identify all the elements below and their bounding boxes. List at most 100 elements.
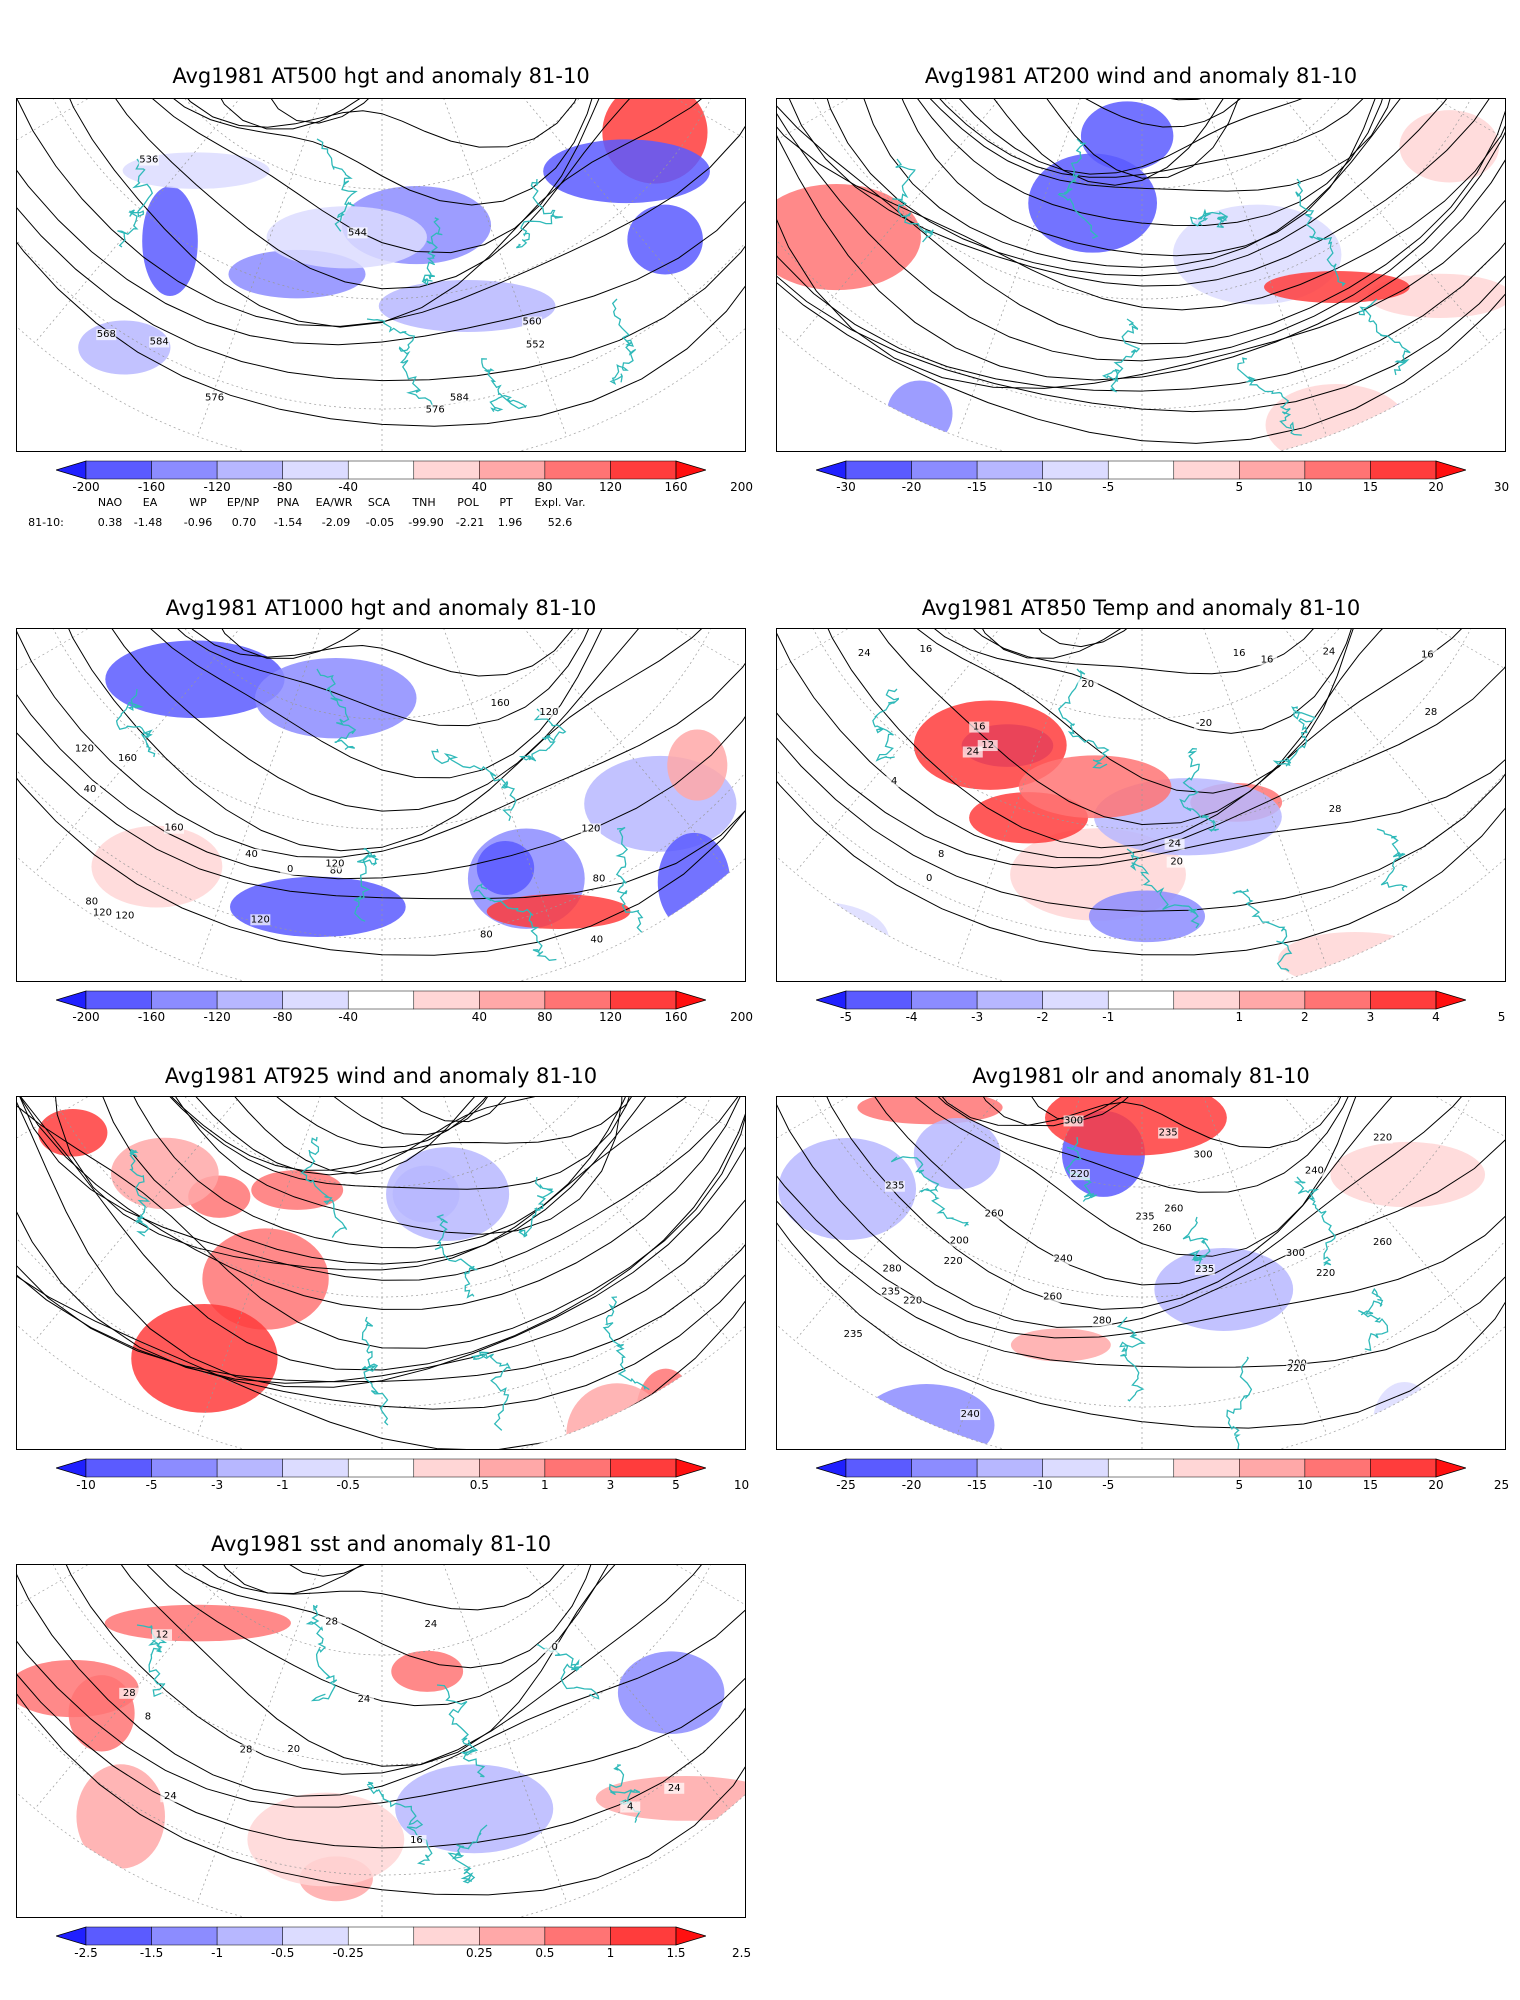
contour-label: 235 — [844, 1329, 863, 1340]
anomaly-area — [78, 320, 171, 375]
colorbar-tick-label: 20 — [1428, 480, 1444, 494]
colorbar-swatch — [347, 1926, 415, 1946]
anomaly-area — [886, 380, 953, 447]
colorbar-tick-label: 20 — [1428, 1478, 1444, 1492]
contour-label: 160 — [164, 823, 183, 834]
colorbar-tick-label: -20 — [901, 1478, 922, 1492]
longitude-line — [196, 99, 383, 437]
panel-title: Avg1981 olr and anomaly 81-10 — [972, 1064, 1310, 1088]
anomaly-shading — [91, 640, 737, 938]
anomaly-area — [395, 1764, 554, 1854]
colorbar-swatch — [976, 460, 1043, 480]
coastline — [1225, 1356, 1253, 1449]
anomaly-area — [230, 876, 406, 938]
anomaly-area — [91, 825, 223, 908]
contour-label: 24 — [966, 747, 979, 758]
map-graphic: -20 24 24 0 4 8 12 16 20 24 28 24 20 16 16 16 28 16 — [777, 629, 1505, 981]
colorbar-swatch — [1239, 1458, 1306, 1478]
contour-label: 28 — [1329, 804, 1342, 815]
coastlines — [129, 1136, 650, 1431]
coastline — [1126, 848, 1200, 929]
colorbar-swatch — [413, 1458, 480, 1478]
colorbar-tick-label: -2 — [1036, 1010, 1049, 1024]
colorbar-swatch — [1107, 1458, 1175, 1478]
contour-label: 260 — [1434, 1404, 1453, 1415]
contour-line — [777, 629, 1505, 869]
colorbar-swatch — [1370, 1458, 1437, 1478]
colorbar-swatch — [347, 1458, 415, 1478]
contour-label: 220 — [903, 1296, 922, 1307]
coastline — [481, 358, 528, 412]
contour-label: 28 — [123, 1688, 136, 1699]
colorbar-swatches — [814, 990, 1468, 1010]
coastlines — [872, 668, 1408, 972]
contour-line — [800, 629, 1505, 849]
teleconnection-value: -2.21 — [455, 516, 485, 529]
coastline — [316, 138, 358, 232]
contour-label: 536 — [139, 155, 158, 166]
contour-line — [17, 629, 745, 880]
contour-label: 8 — [145, 1712, 151, 1723]
streamline — [100, 1097, 654, 1171]
colorbar-swatch — [413, 460, 480, 480]
anomaly-area — [1080, 101, 1174, 171]
streamline — [810, 99, 1505, 277]
contour-label: 260 — [1043, 1292, 1062, 1303]
colorbar-tick-label: 2.5 — [732, 1946, 752, 1960]
streamline — [69, 1097, 697, 1249]
colorbar-tick-label: 3 — [1366, 1010, 1375, 1024]
contour-line — [107, 1565, 632, 1669]
contour-labels: 1208040012080160120160200160120404012080… — [74, 698, 610, 968]
coastline — [890, 1156, 969, 1227]
contour-label: 40 — [245, 849, 258, 860]
teleconnection-header: TNH — [412, 496, 436, 509]
anomaly-area — [1399, 110, 1500, 183]
colorbar-tick-label: 1 — [1235, 1010, 1244, 1024]
colorbar-swatch — [1173, 1458, 1240, 1478]
colorbar-high-arrow — [675, 1926, 708, 1946]
colorbar-labels: -5 -4 -3 -2 -1 1 2 3 4 5 — [816, 1010, 1505, 1026]
colorbar-tick-label: 160 — [664, 480, 688, 494]
anomaly-area — [1384, 396, 1487, 442]
colorbar-tick-label: -10 — [1032, 1478, 1053, 1492]
colorbar-labels: -200 -160 -120 -80 -40 40 80 120 160 200 — [56, 1010, 753, 1026]
map-content: 28 24 20 16 12 8 4 0 24 24 28 28 24 — [17, 1565, 745, 1917]
map-graphic: 2602402352002202202602802353002352602202… — [777, 1097, 1505, 1449]
colorbar-swatch — [544, 990, 611, 1010]
streamline — [777, 99, 1505, 444]
teleconnection-value: -1.54 — [273, 516, 303, 529]
colorbar-tick-label: 120 — [598, 480, 622, 494]
contour-line — [239, 99, 562, 124]
contour-label: 24 — [425, 1619, 438, 1630]
colorbar-swatch — [151, 460, 218, 480]
streamline — [872, 99, 1402, 178]
contour-label: 200 — [950, 1235, 969, 1246]
coastline — [1179, 748, 1219, 832]
contour-line — [17, 99, 745, 346]
colorbar-swatch — [151, 1926, 218, 1946]
colorbar-tick-label: 0.5 — [535, 1946, 555, 1960]
map-graphic: 28 24 20 16 12 8 4 0 24 24 28 28 24 — [17, 1565, 745, 1917]
teleconnection-value: 1.96 — [497, 516, 523, 529]
colorbar — [54, 1458, 708, 1482]
colorbar-tick-label: 1 — [541, 1478, 549, 1492]
streamline — [142, 1097, 646, 1176]
longitude-line — [381, 99, 730, 343]
teleconnection-header: EA — [142, 496, 158, 509]
colorbar-swatch — [544, 1458, 611, 1478]
contour-label: 8 — [938, 849, 944, 860]
map-graphic: 536 544 552 560 568 576 576 584 584 — [17, 99, 745, 451]
contour-line — [777, 1097, 1505, 1328]
contour-line — [17, 1565, 745, 1808]
colorbar-tick-label: 5 — [672, 1478, 680, 1492]
colorbar-swatch — [282, 460, 349, 480]
contour-line — [105, 99, 630, 206]
contour-label: 4 — [891, 776, 897, 787]
contour-label: 0 — [287, 864, 293, 875]
teleconnection-header: EA/WR — [315, 496, 353, 509]
colorbar-swatch — [413, 990, 480, 1010]
contour-label: 28 — [325, 1617, 338, 1628]
anomaly-area — [1373, 1382, 1436, 1449]
contour-label: 300 — [1194, 1150, 1213, 1161]
anomaly-area — [857, 1097, 1003, 1125]
